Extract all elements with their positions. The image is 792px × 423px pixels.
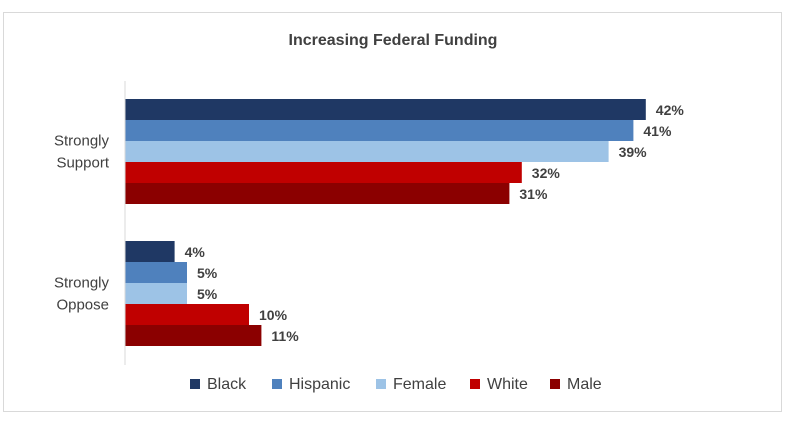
data-label: 31% — [519, 186, 548, 202]
category-label: Strongly Oppose — [54, 275, 110, 314]
data-label: 5% — [197, 265, 218, 281]
category-labels: Strongly Support Strongly Oppose — [54, 133, 110, 314]
data-label: 32% — [532, 165, 561, 181]
data-label: 39% — [619, 144, 648, 160]
legend-swatch-black — [190, 379, 200, 389]
legend-swatch-male — [550, 379, 560, 389]
bar-black — [125, 241, 175, 262]
data-labels: 42% 41% 39% 32% 31% 4% 5% 5% 10% 11% — [185, 102, 685, 344]
bar-hispanic — [125, 262, 187, 283]
bars — [125, 99, 646, 346]
legend: Black Hispanic Female White Male — [190, 376, 602, 393]
chart: Increasing Federal Funding Strongly Suppo… — [54, 32, 685, 393]
legend-label-female: Female — [393, 376, 446, 393]
category-label-line: Strongly — [54, 133, 110, 150]
bar-hispanic — [125, 120, 634, 141]
bar-white — [125, 162, 522, 183]
bar-male — [125, 325, 262, 346]
legend-label-male: Male — [567, 376, 602, 393]
data-label: 5% — [197, 286, 218, 302]
chart-frame: Increasing Federal Funding Strongly Suppo… — [3, 12, 782, 412]
bar-white — [125, 304, 249, 325]
category-label-line: Support — [56, 155, 109, 172]
bar-female — [125, 141, 609, 162]
data-label: 4% — [185, 244, 206, 260]
legend-swatch-hispanic — [272, 379, 282, 389]
category-label: Strongly Support — [54, 133, 110, 172]
legend-swatch-female — [376, 379, 386, 389]
data-label: 10% — [259, 307, 288, 323]
legend-swatch-white — [470, 379, 480, 389]
bar-female — [125, 283, 187, 304]
category-label-line: Oppose — [56, 297, 109, 314]
category-label-line: Strongly — [54, 275, 110, 292]
bar-male — [125, 183, 510, 204]
bar-black — [125, 99, 646, 120]
legend-label-white: White — [487, 376, 528, 393]
chart-title: Increasing Federal Funding — [289, 32, 498, 49]
legend-label-black: Black — [207, 376, 247, 393]
legend-label-hispanic: Hispanic — [289, 376, 350, 393]
data-label: 42% — [656, 102, 685, 118]
data-label: 11% — [271, 328, 299, 344]
data-label: 41% — [643, 123, 672, 139]
